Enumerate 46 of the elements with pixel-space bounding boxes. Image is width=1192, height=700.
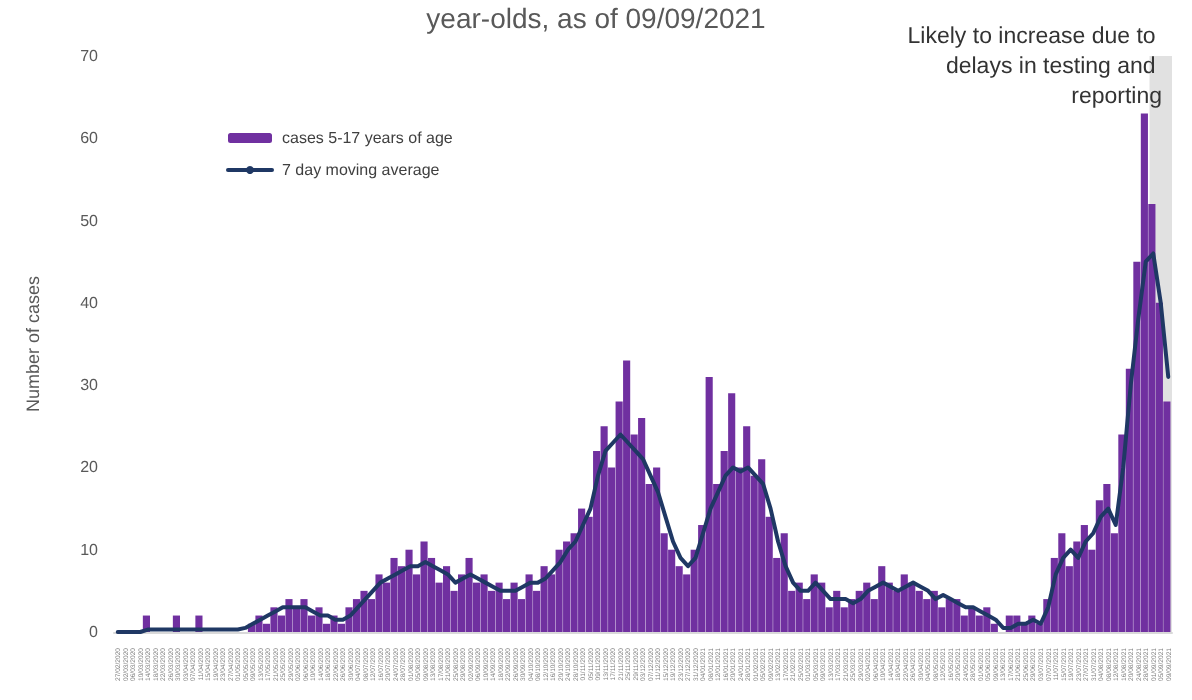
bar — [292, 607, 301, 632]
bar — [420, 541, 428, 632]
bar — [540, 566, 548, 632]
bar — [900, 574, 908, 632]
bar — [1058, 533, 1066, 632]
bar — [908, 582, 916, 632]
legend-label: cases 5-17 years of age — [282, 129, 454, 147]
bar — [923, 599, 931, 632]
y-tick-label: 20 — [80, 458, 100, 477]
bar — [975, 615, 983, 632]
bar — [480, 574, 488, 632]
bar — [405, 549, 413, 632]
bar — [442, 566, 451, 632]
y-tick-label: 0 — [89, 623, 100, 641]
bar — [600, 426, 608, 632]
bar — [945, 599, 953, 632]
bar — [563, 541, 571, 632]
bar — [465, 557, 473, 632]
bar — [525, 574, 533, 632]
bar — [758, 459, 766, 632]
bar — [578, 508, 586, 632]
bar — [623, 360, 631, 632]
bar — [728, 393, 736, 632]
line-series — [115, 251, 1171, 634]
bar — [1080, 525, 1088, 632]
band-label: Likely to increase due to delays in testing and reporting — [907, 25, 1162, 109]
bar — [653, 467, 661, 632]
y-tick-label: 10 — [80, 540, 100, 559]
y-tick-label: 50 — [80, 211, 100, 230]
bar — [638, 418, 646, 632]
bar — [743, 426, 751, 632]
y-axis-title: Number of cases — [23, 274, 43, 413]
y-tick-label: 40 — [80, 293, 100, 312]
bar — [915, 590, 923, 632]
bar — [375, 574, 383, 632]
chart-title: year-olds, as of 09/09/2021 — [426, 2, 767, 34]
bar — [705, 376, 713, 632]
y-tick-label: 70 — [80, 47, 100, 65]
bar — [555, 549, 563, 632]
legend-label: 7 day moving average — [282, 161, 441, 179]
bar — [968, 607, 976, 632]
bar — [878, 566, 886, 632]
y-tick-label: 30 — [80, 376, 100, 395]
y-tick-label: 60 — [80, 129, 100, 148]
bar — [1103, 483, 1111, 632]
bar — [390, 557, 398, 632]
